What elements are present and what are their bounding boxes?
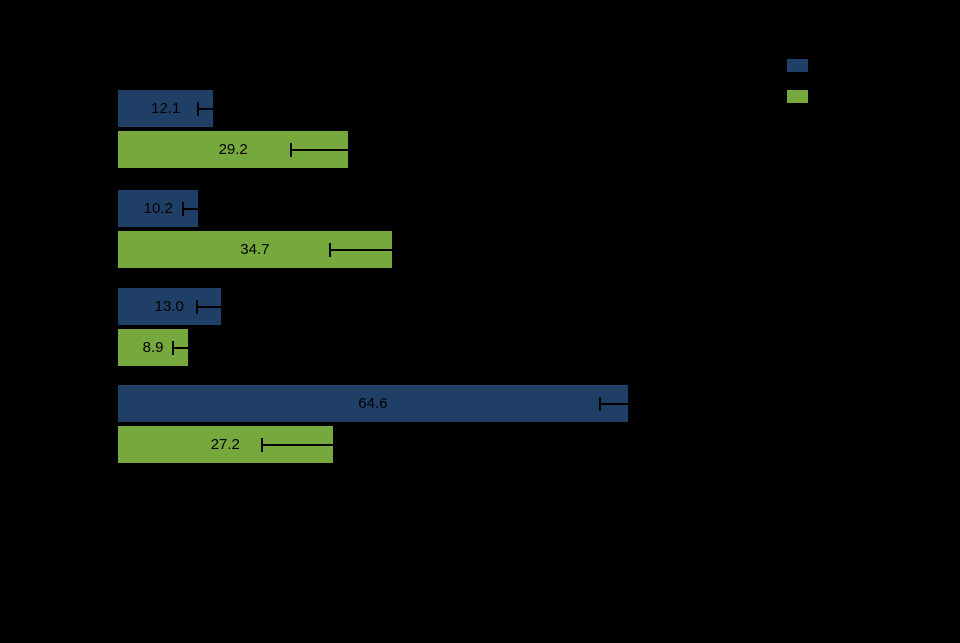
error-bar-line — [197, 107, 230, 110]
error-bar-line — [196, 305, 245, 308]
bar-data-label: 10.2 — [143, 200, 173, 217]
error-bar-cap — [172, 340, 175, 355]
error-bar-line — [183, 207, 214, 210]
error-bar-cap — [182, 201, 185, 216]
error-bar-line — [261, 443, 404, 446]
legend-swatch-green — [787, 90, 808, 103]
error-bar-line — [173, 346, 204, 349]
error-bar-cap — [654, 396, 657, 411]
error-bar-line — [290, 148, 406, 151]
error-bar-line — [330, 248, 454, 251]
bar-data-label: 34.7 — [240, 241, 270, 258]
error-bar-cap — [228, 101, 231, 116]
error-bar-line — [600, 402, 656, 405]
bar-data-label: 8.9 — [142, 339, 164, 356]
bar-data-label: 29.2 — [218, 141, 248, 158]
error-bar-cap — [202, 340, 205, 355]
error-bar-cap — [195, 299, 198, 314]
error-bar-cap — [404, 142, 407, 157]
error-bar-cap — [329, 242, 332, 257]
legend-swatch-navy — [787, 59, 808, 72]
bar-data-label: 12.1 — [151, 100, 181, 117]
error-bar-cap — [289, 142, 292, 157]
error-bar-cap — [452, 242, 455, 257]
error-bar-cap — [196, 101, 199, 116]
error-bar-cap — [243, 299, 246, 314]
error-bar-cap — [599, 396, 602, 411]
error-bar-cap — [212, 201, 215, 216]
bar-data-label: 64.6 — [358, 395, 388, 412]
bar-data-label: 13.0 — [154, 298, 184, 315]
error-bar-cap — [402, 437, 405, 452]
bar-navy-group4: 64.6 — [118, 385, 628, 422]
error-bar-cap — [260, 437, 263, 452]
bar-data-label: 27.2 — [210, 436, 240, 453]
